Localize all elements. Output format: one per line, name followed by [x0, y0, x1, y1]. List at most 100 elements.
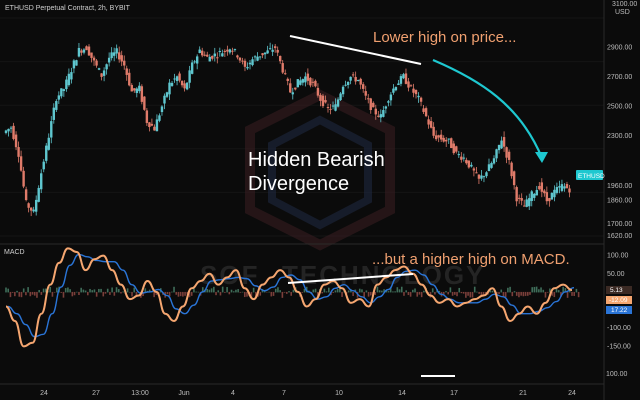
candle-body [336, 99, 340, 107]
price-unit: USD [615, 9, 630, 16]
candle-body [372, 102, 375, 108]
candle-body [309, 77, 312, 86]
macd-histogram-bar [64, 288, 67, 293]
time-tick-label: 24 [40, 390, 48, 397]
macd-histogram-bar [184, 291, 186, 296]
candle-body [507, 151, 511, 160]
candle-body [32, 209, 35, 212]
candle-body [344, 84, 347, 86]
macd-tag-2-bg [606, 296, 632, 304]
macd-histogram-bar [325, 291, 328, 293]
candle-body [4, 130, 8, 133]
candle-body [206, 54, 209, 57]
candle-body [356, 79, 360, 81]
candle-body [60, 88, 63, 97]
candle-body [7, 128, 10, 132]
candle-body [492, 158, 496, 164]
candle-body [14, 134, 18, 148]
candle-body [19, 156, 23, 171]
macd-histogram-bar [252, 287, 255, 293]
candle-body [258, 56, 262, 58]
price-tick-label: 2300.00 [607, 133, 632, 140]
macd-histogram-bar [462, 291, 465, 294]
macd-histogram-bar [560, 291, 562, 297]
macd-histogram-bar [358, 288, 361, 293]
macd-histogram-bar [16, 290, 18, 293]
candle-body [42, 161, 45, 170]
time-tick-label: 4 [231, 390, 235, 397]
candle-body [173, 78, 176, 80]
macd-histogram-bar [135, 291, 138, 296]
macd-histogram-bar [334, 290, 337, 293]
macd-histogram-bar [392, 291, 394, 293]
macd-histogram-bar [498, 291, 500, 295]
candle-body [195, 56, 199, 64]
macd-histogram-bar [336, 288, 339, 293]
macd-histogram-bar [126, 288, 129, 293]
macd-histogram-bar [409, 291, 412, 297]
macd-histogram-bar [25, 291, 27, 296]
macd-histogram-bar [555, 288, 558, 293]
candle-body [299, 80, 302, 85]
candle-body [460, 156, 463, 160]
macd-histogram-bar [454, 291, 456, 295]
candle-body [379, 114, 383, 118]
candle-body [304, 76, 307, 83]
candle-body [319, 94, 322, 101]
candle-body [296, 79, 300, 88]
candle-body [50, 121, 53, 138]
macd-tag-3-bg [606, 306, 632, 314]
candle-body [241, 60, 244, 62]
candle-body [369, 98, 372, 111]
macd-histogram-bar [235, 289, 237, 293]
macd-histogram-bar [423, 290, 425, 293]
candle-body [246, 66, 249, 69]
macd-histogram-bar [113, 291, 116, 296]
macd-histogram-bar [451, 291, 454, 296]
candle-body [392, 88, 395, 93]
macd-histogram-bar [314, 288, 317, 293]
price-candles [4, 42, 571, 217]
candle-body [505, 147, 508, 158]
candle-body [341, 86, 345, 95]
macd-histogram-bar [120, 291, 122, 294]
macd-histogram-bar [476, 291, 478, 293]
price-tick-label: 1860.00 [607, 198, 632, 205]
candle-body [442, 137, 445, 142]
macd-histogram-bar [575, 288, 578, 293]
macd-histogram-bar [365, 290, 368, 293]
macd-histogram-bar [303, 288, 306, 293]
macd-histogram-bar [387, 291, 390, 293]
macd-histogram-bar [438, 290, 441, 293]
macd-histogram-bar [9, 291, 12, 298]
macd-histogram-bar [480, 291, 483, 296]
candle-body [346, 81, 350, 85]
candle-body [185, 82, 189, 90]
candle-body [65, 79, 68, 90]
macd-histogram-bar [412, 289, 414, 293]
macd-histogram-bar [339, 287, 341, 293]
macd-histogram-bar [449, 287, 452, 293]
macd-histogram-bar [513, 291, 516, 293]
macd-histogram-bar [279, 290, 281, 293]
macd-histogram-bar [232, 291, 235, 293]
macd-histogram-bar [78, 291, 80, 296]
candle-body [316, 87, 320, 96]
candle-body [517, 197, 521, 199]
candle-body [55, 101, 58, 110]
macd-histogram-bar [292, 289, 295, 293]
candle-body [399, 76, 403, 84]
macd-histogram-bar [243, 291, 246, 298]
macd-histogram-bar [93, 289, 96, 293]
macd-histogram-bar [473, 286, 476, 293]
macd-histogram-bar [84, 290, 87, 293]
candle-body [475, 172, 478, 174]
candle-body [153, 126, 156, 131]
macd-histogram-bar [323, 288, 326, 293]
candle-body [67, 73, 71, 86]
macd-histogram-bar [219, 291, 222, 296]
macd-histogram-bar [312, 289, 315, 293]
candle-body [467, 160, 471, 168]
candle-body [105, 64, 108, 70]
